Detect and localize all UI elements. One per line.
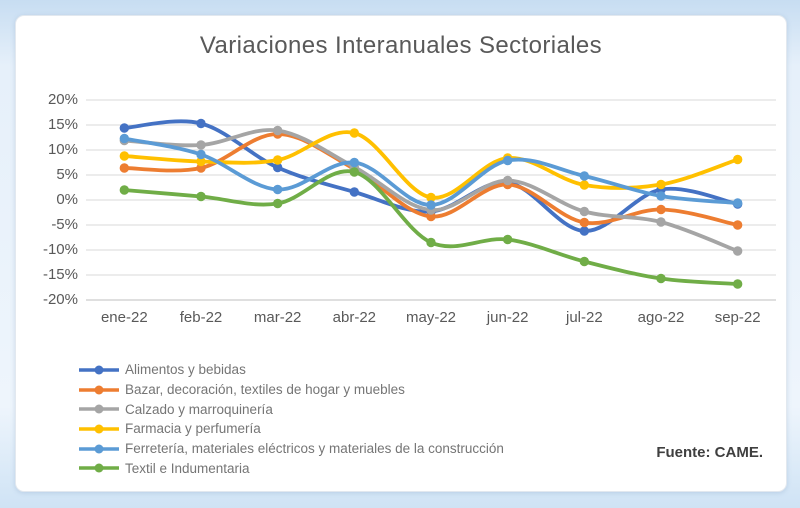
data-point (732, 246, 743, 256)
data-point (119, 185, 130, 195)
data-point (502, 234, 513, 245)
data-point (119, 123, 130, 133)
legend-marker-icon (79, 444, 119, 454)
data-point (119, 151, 130, 161)
data-point (579, 206, 590, 217)
legend-marker-icon (79, 385, 119, 395)
legend-item-label: Ferretería, materiales eléctricos y mate… (125, 441, 504, 457)
legend-item-label: Alimentos y bebidas (125, 362, 246, 378)
data-point (119, 133, 130, 144)
data-point (656, 179, 666, 190)
data-point (656, 191, 666, 201)
data-point (119, 163, 130, 173)
data-point (272, 125, 283, 136)
data-point (196, 118, 206, 129)
data-point (732, 220, 743, 230)
line-chart-svg (86, 99, 776, 301)
data-point (732, 198, 743, 208)
data-point (426, 200, 436, 210)
data-point (196, 149, 206, 160)
legend-marker-icon (79, 463, 119, 473)
legend-item: Alimentos y bebidas (79, 360, 504, 380)
legend-item-label: Bazar, decoración, textiles de hogar y m… (125, 382, 405, 398)
data-point (196, 156, 206, 167)
data-point (579, 256, 590, 267)
source-note: Fuente: CAME. (656, 444, 763, 461)
data-point (196, 140, 206, 150)
data-point (426, 211, 436, 222)
legend-item: Bazar, decoración, textiles de hogar y m… (79, 380, 504, 400)
data-point (272, 162, 283, 173)
data-point (349, 157, 360, 168)
data-point (426, 237, 436, 248)
data-point (579, 180, 590, 190)
legend-item: Textil e Indumentaria (79, 458, 504, 478)
legend-item-label: Calzado y marroquinería (125, 401, 273, 417)
data-point (579, 171, 590, 181)
data-point (502, 175, 513, 186)
data-point (349, 167, 360, 177)
data-point (732, 279, 743, 289)
data-point (656, 273, 666, 284)
legend-item: Ferretería, materiales eléctricos y mate… (79, 439, 504, 459)
data-point (656, 217, 666, 227)
legend-marker-icon (79, 424, 119, 434)
data-point (502, 155, 513, 166)
data-point (579, 226, 590, 236)
chart-legend: Alimentos y bebidas Bazar, decoración, te… (79, 360, 504, 478)
data-point (349, 128, 360, 138)
data-point (196, 191, 206, 202)
chart-title: Variaciones Interanuales Sectoriales (199, 32, 603, 59)
data-point (656, 204, 666, 215)
data-point (579, 217, 590, 228)
legend-item-label: Textil e Indumentaria (125, 460, 250, 476)
data-point (272, 184, 283, 195)
data-point (272, 155, 283, 165)
legend-item-label: Farmacia y perfumería (125, 421, 261, 437)
legend-marker-icon (79, 365, 119, 375)
legend-marker-icon (79, 404, 119, 414)
data-point (732, 154, 743, 165)
data-point (426, 192, 436, 203)
data-point (272, 198, 283, 209)
series-line-2 (122, 128, 740, 253)
legend-item: Farmacia y perfumería (79, 419, 504, 439)
data-point (196, 163, 206, 173)
data-point (349, 187, 360, 197)
chart-card: Variaciones Interanuales Sectoriales 20%… (15, 15, 787, 492)
legend-item: Calzado y marroquinería (79, 399, 504, 419)
